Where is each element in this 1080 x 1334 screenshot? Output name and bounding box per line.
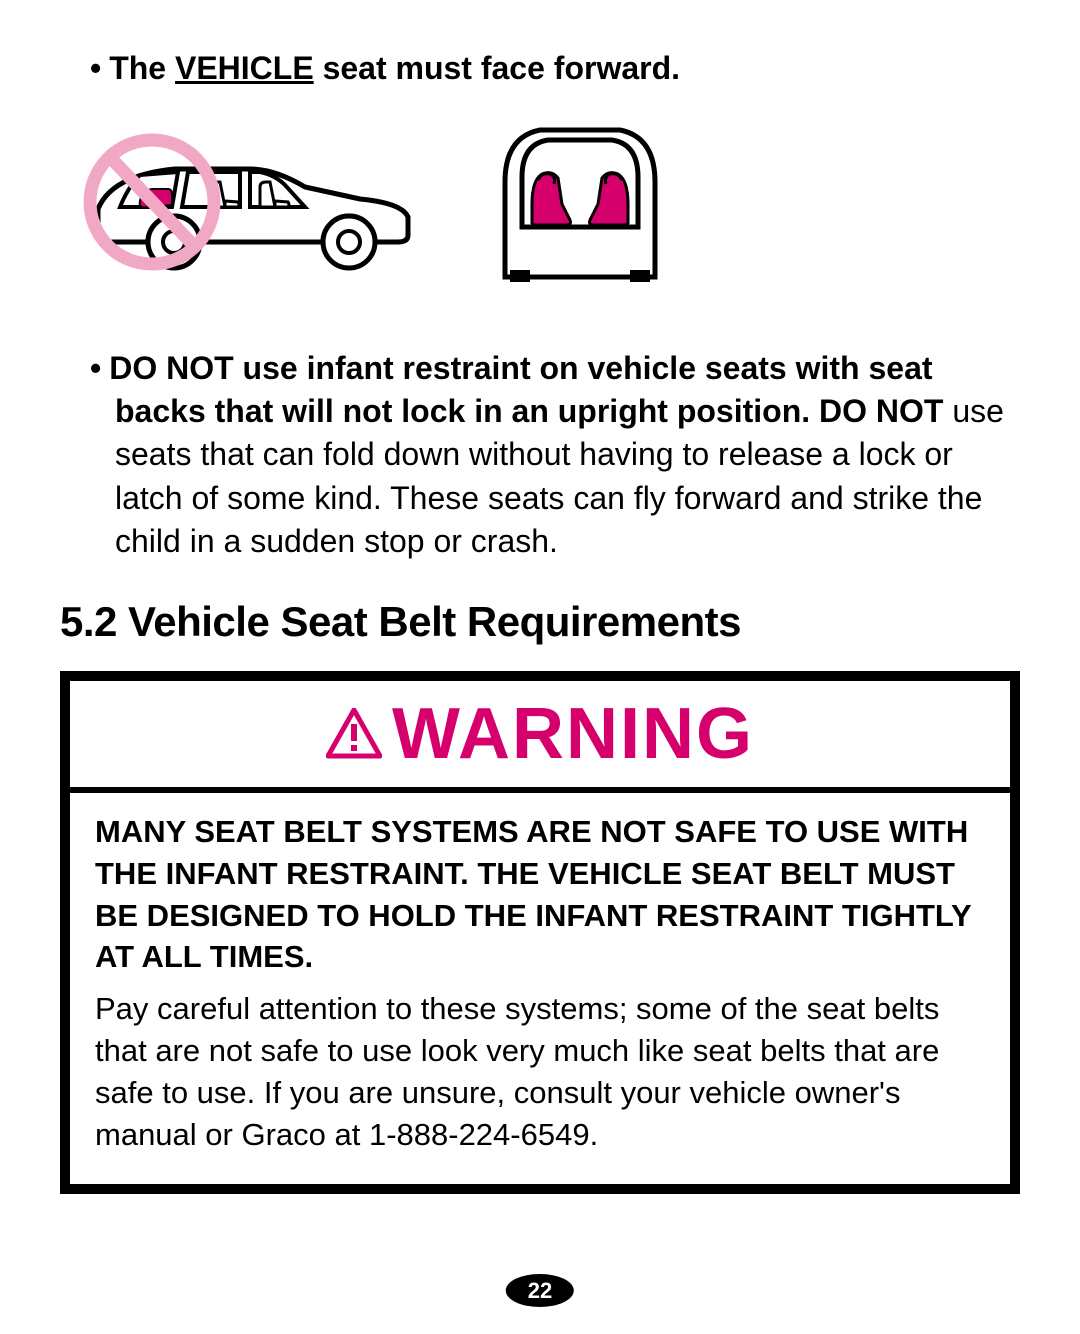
warning-box: WARNING MANY SEAT BELT SYSTEMS ARE NOT S… [60,671,1020,1194]
bullet-underlined: VEHICLE [175,50,314,86]
bullet-dot-2: • [90,350,101,386]
warning-triangle-icon [326,708,382,760]
section-heading: 5.2 Vehicle Seat Belt Requirements [60,598,1020,646]
bullet-forward-facing: •The VEHICLE seat must face forward. [60,50,1020,87]
car-side-diagram [80,117,420,292]
bullet2-bold: DO NOT use infant restraint on vehicle s… [109,350,943,429]
page-number-value: 22 [506,1274,574,1307]
warning-header: WARNING [70,681,1010,793]
warning-body: MANY SEAT BELT SYSTEMS ARE NOT SAFE TO U… [70,793,1010,1184]
bullet-dot: • [90,50,101,86]
warning-title-text: WARNING [392,693,754,775]
diagram-row [60,112,1020,297]
bullet-suffix: seat must face forward. [314,50,680,86]
bullet-do-not-fold: •DO NOT use infant restraint on vehicle … [60,347,1020,563]
warning-caps-text: MANY SEAT BELT SYSTEMS ARE NOT SAFE TO U… [95,811,985,978]
warning-body-text: Pay careful attention to these systems; … [95,988,985,1155]
page-number: 22 [506,1278,574,1304]
warning-title: WARNING [326,693,754,775]
car-rear-diagram [480,112,680,297]
bullet-prefix: The [109,50,175,86]
